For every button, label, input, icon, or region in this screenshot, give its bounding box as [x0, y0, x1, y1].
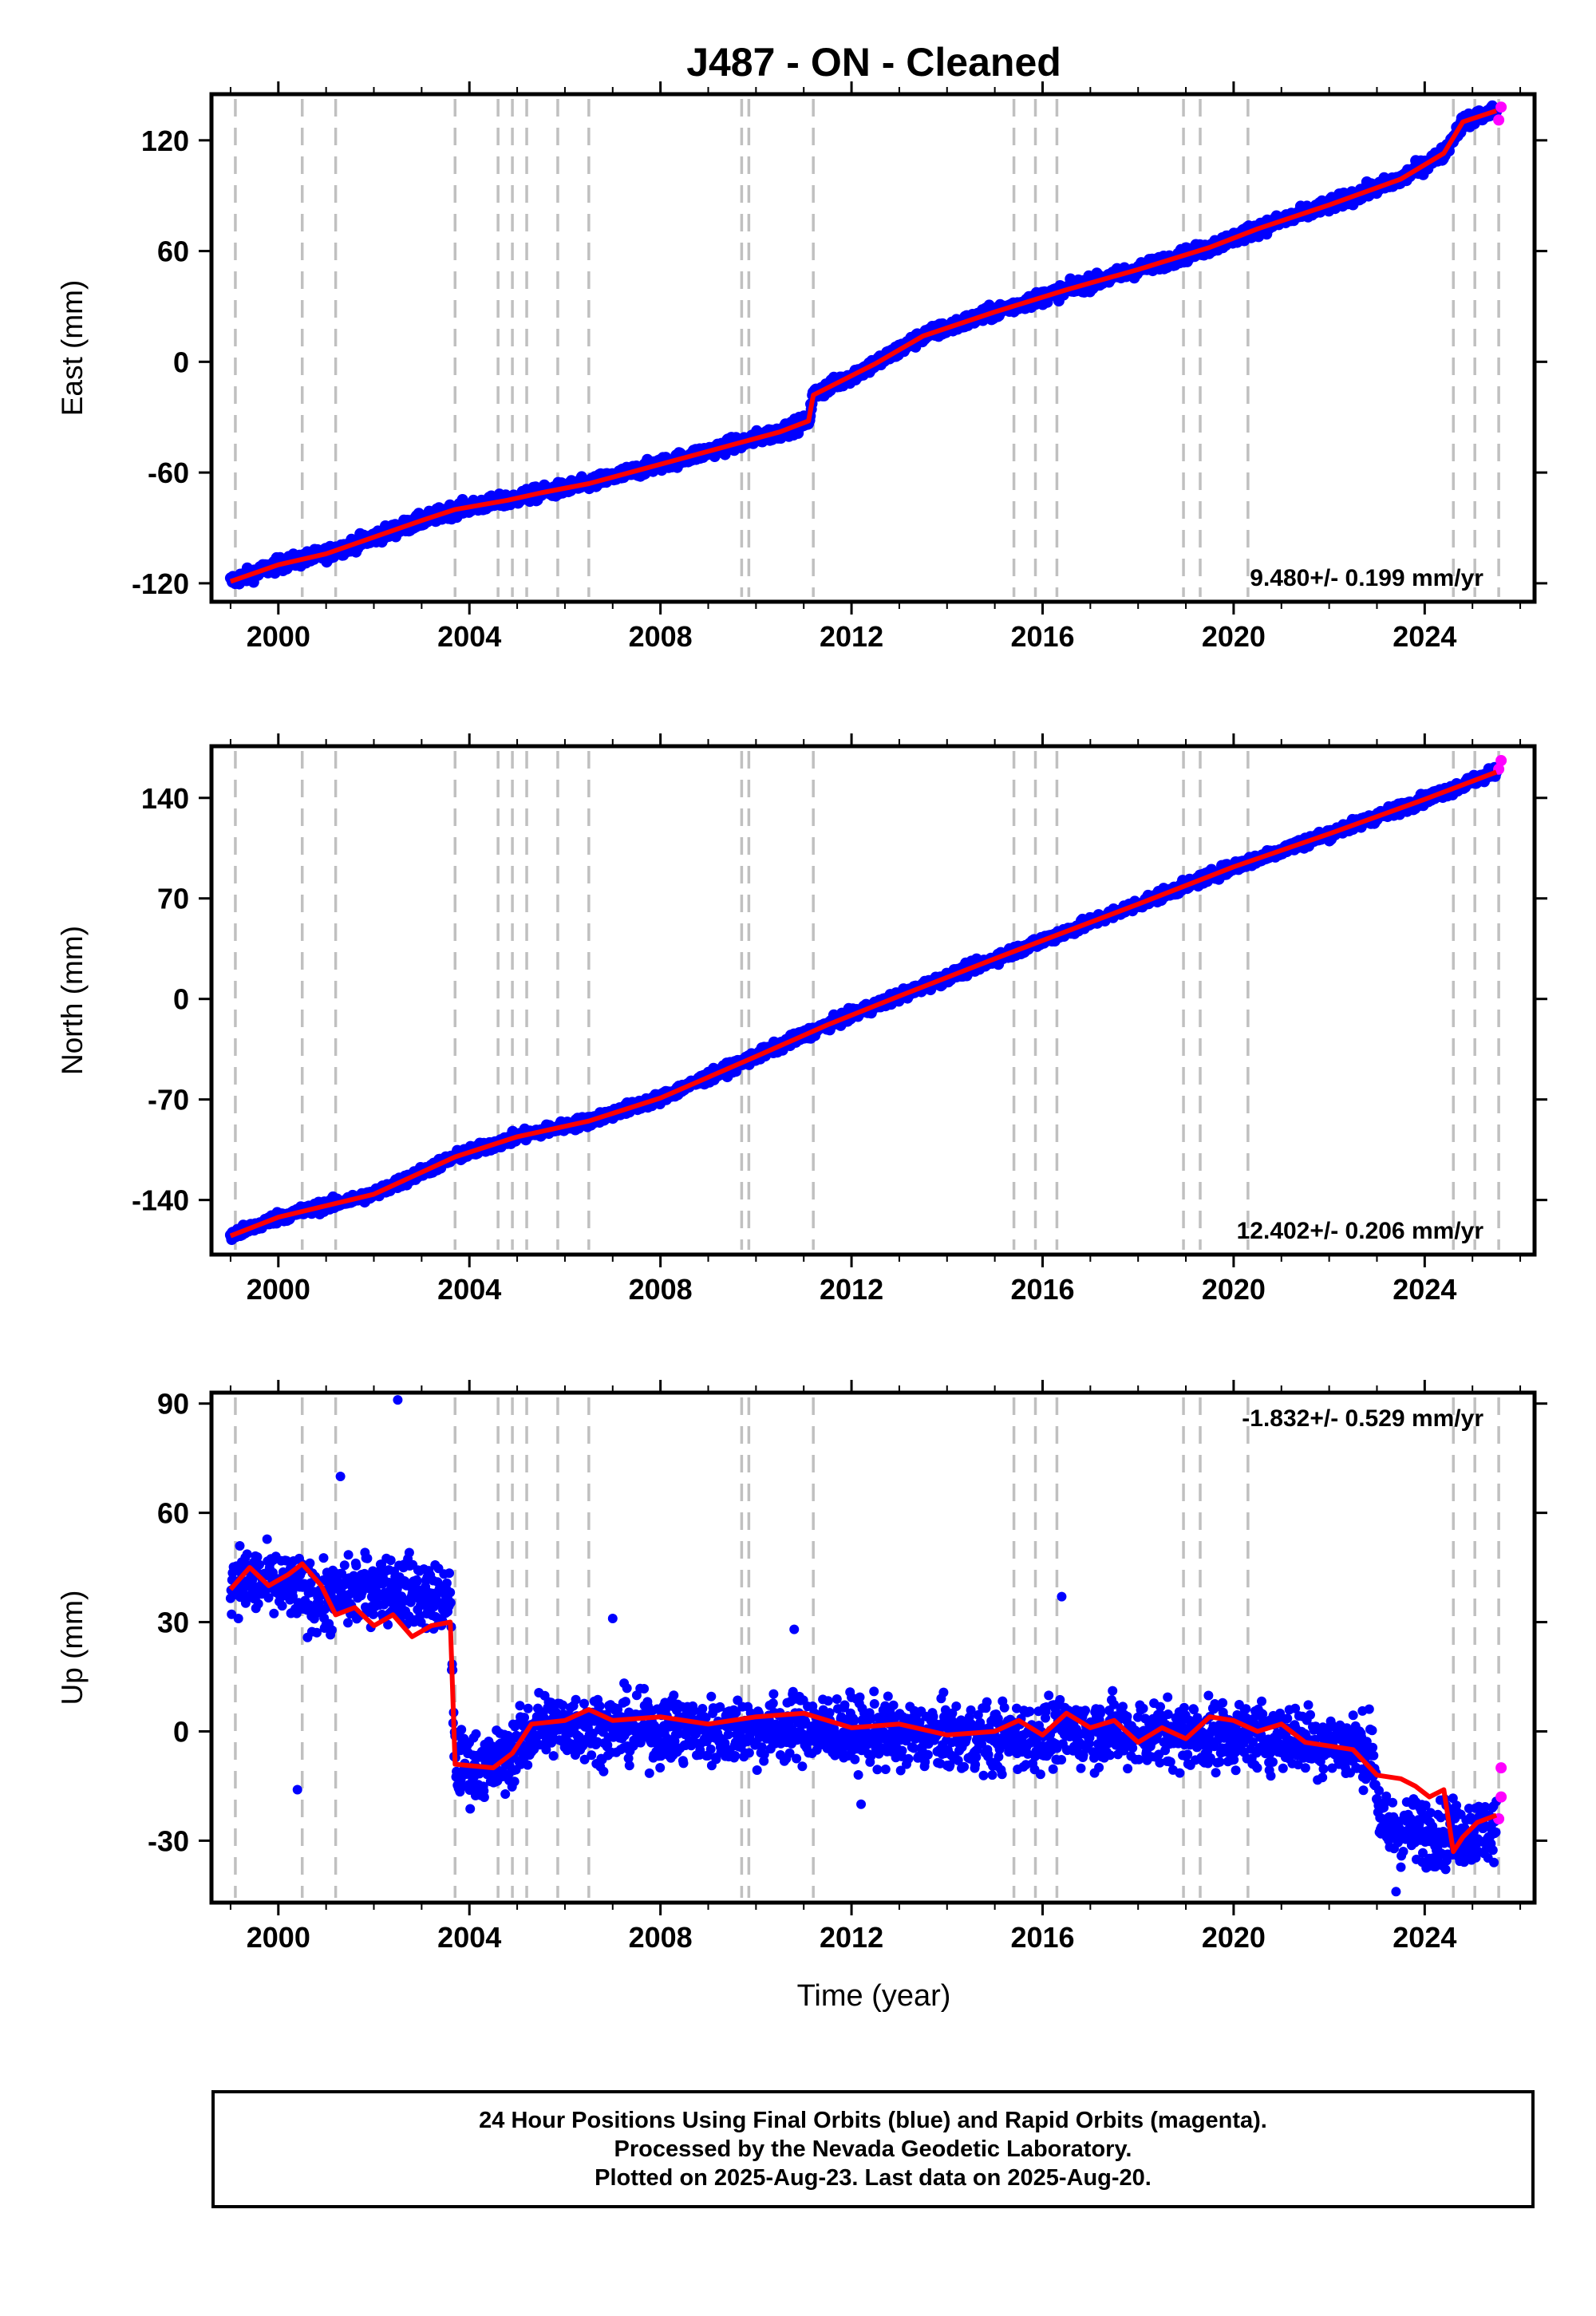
data-point: [312, 1627, 322, 1638]
x-tick-label: 2016: [1010, 620, 1074, 653]
panel-north: -140 -70 0 70 140 2000 2004 2008 2012 2016 2020 202…: [56, 733, 1547, 1306]
data-point: [277, 1601, 287, 1611]
data-point: [263, 1593, 274, 1603]
data-point: [383, 1619, 393, 1630]
y-tick-label: 70: [157, 883, 189, 915]
data-point: [288, 1591, 298, 1602]
y-tick-label: 120: [141, 124, 189, 157]
figure-title: J487 - ON - Cleaned: [686, 40, 1061, 85]
model-fit-line: [229, 108, 1498, 584]
y-tick-label: -120: [132, 567, 189, 600]
y-tick-label: -70: [148, 1084, 189, 1117]
y-axis-label: North (mm): [56, 926, 89, 1075]
data-point: [385, 1555, 396, 1566]
data-point: [233, 1614, 243, 1623]
data-point: [235, 1541, 245, 1551]
rapid-orbit-point: [1493, 114, 1505, 126]
y-tick-label: 140: [141, 782, 189, 815]
rate-label: 9.480+/- 0.199 mm/yr: [1250, 565, 1483, 591]
x-tick-label: 2020: [1202, 1273, 1266, 1306]
rapid-orbit-point: [1495, 754, 1507, 766]
x-tick-label: 2012: [820, 620, 883, 653]
model-fit-line: [229, 769, 1498, 1239]
data-point: [343, 1618, 353, 1628]
x-tick-label: 2000: [247, 1273, 310, 1306]
plot-frame: [209, 92, 1537, 604]
data-point: [368, 1609, 378, 1619]
y-tick-label: -140: [132, 1184, 189, 1217]
panel-east: -120 -60 0 60 120 2000 2004 2008 2012 2016 2020 202…: [56, 81, 1547, 653]
plot-frame: [209, 744, 1537, 1257]
data-point: [253, 1599, 263, 1609]
x-tick-label: 2004: [437, 620, 501, 653]
data-point: [269, 1608, 279, 1618]
data-point: [343, 1550, 354, 1560]
data-point: [326, 1625, 337, 1635]
data-point: [318, 1553, 329, 1563]
rate-label: 12.402+/- 0.206 mm/yr: [1237, 1218, 1484, 1244]
x-tick-label: 2008: [629, 620, 693, 653]
y-tick-label: -60: [148, 456, 189, 489]
y-tick-label: 0: [173, 983, 189, 1016]
rapid-orbit-point: [1495, 101, 1507, 113]
x-tick-label: 2004: [437, 1273, 501, 1306]
x-tick-label: 2008: [629, 1273, 693, 1306]
panels: -120 -60 0 60 120 2000 2004 2008 2012 2016 2020 202…: [56, 81, 1547, 1954]
final-orbit-points: [224, 100, 1503, 590]
data-point: [252, 1552, 263, 1562]
data-point: [268, 1567, 278, 1578]
y-axis-label: East (mm): [56, 280, 89, 417]
data-point: [351, 1560, 361, 1571]
x-tick-label: 2024: [1393, 620, 1456, 653]
x-tick-label: 2012: [820, 1273, 883, 1306]
final-orbit-points: [225, 1395, 1502, 1897]
y-tick-label: 60: [157, 235, 189, 268]
x-tick-label: 2016: [1010, 1273, 1074, 1306]
data-point: [242, 1549, 252, 1559]
x-tick-label: 2020: [1202, 620, 1266, 653]
x-tick-label: 2000: [247, 620, 310, 653]
data-point: [362, 1553, 373, 1563]
x-tick-label: 2024: [1393, 1273, 1456, 1306]
data-point: [305, 1558, 315, 1568]
data-point: [262, 1534, 272, 1544]
data-point: [255, 1559, 264, 1570]
data-point: [339, 1560, 350, 1571]
data-point: [320, 1604, 330, 1614]
y-tick-label: 0: [173, 346, 189, 378]
